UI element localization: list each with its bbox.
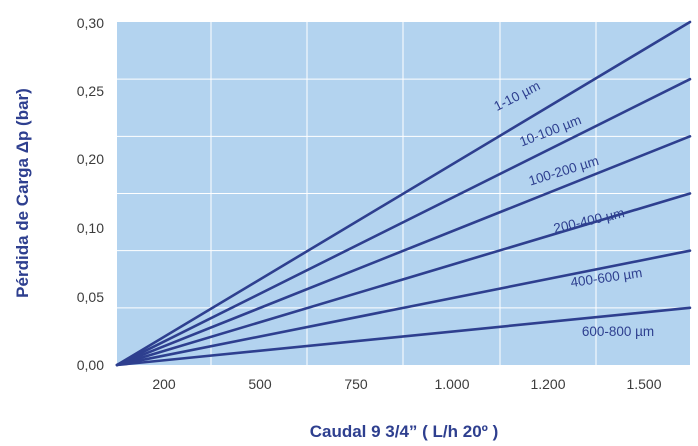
series-label-600-800: 600-800 µm	[582, 324, 654, 339]
y-tick-label: 0,10	[77, 220, 104, 236]
series-line-2	[115, 77, 692, 367]
y-tick-label: 0,20	[77, 151, 104, 167]
x-tick-label: 1.500	[626, 376, 661, 392]
series-line-1	[115, 20, 692, 367]
y-axis-title: Pérdida de Carga Δp (bar)	[13, 88, 32, 298]
x-tick-label: 750	[344, 376, 368, 392]
x-axis-title: Caudal 9 3/4” ( L/h 20º )	[310, 422, 499, 441]
x-axis-ticks: 200 500 750 1.000 1.200 1.500	[152, 376, 661, 392]
series-line-5	[115, 249, 692, 367]
x-tick-label: 200	[152, 376, 176, 392]
series-line-4	[115, 192, 692, 367]
series-lines	[115, 20, 692, 367]
x-tick-label: 1.200	[530, 376, 565, 392]
y-tick-label: 0,00	[77, 357, 104, 373]
series-line-6	[115, 306, 692, 367]
y-tick-label: 0,25	[77, 83, 104, 99]
x-tick-label: 500	[248, 376, 272, 392]
y-tick-label: 0,30	[77, 15, 104, 31]
y-tick-label: 0,05	[77, 289, 104, 305]
x-tick-label: 1.000	[434, 376, 469, 392]
y-axis-ticks: 0,00 0,05 0,10 0,20 0,25 0,30	[77, 15, 104, 373]
series-line-3	[115, 135, 692, 367]
